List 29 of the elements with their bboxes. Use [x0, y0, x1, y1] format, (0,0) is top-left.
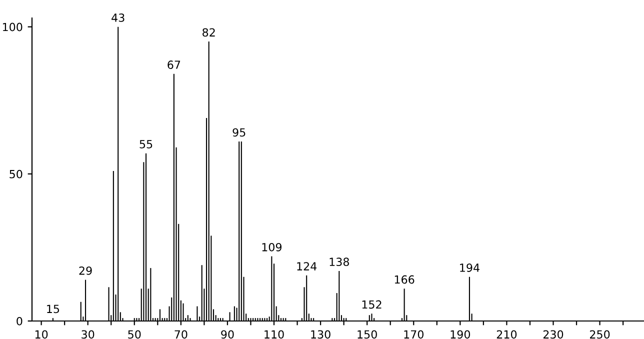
annotation: 138 — [330, 258, 350, 266]
annotation: 29 — [79, 266, 92, 275]
y-tick-label: 100 — [2, 22, 22, 32]
annotation: 55 — [140, 140, 152, 148]
x-tick-label: 230 — [543, 330, 564, 339]
x-tick-label: 250 — [590, 330, 610, 339]
x-tick-label: 30 — [82, 330, 94, 339]
annotation: 15 — [47, 304, 60, 314]
annotation: 152 — [362, 300, 382, 309]
x-tick-label: 150 — [358, 330, 377, 339]
x-tick-label: 10 — [35, 330, 48, 339]
y-tick-label: 50 — [10, 170, 22, 178]
x-tick-label: 130 — [311, 330, 330, 339]
annotation: 194 — [460, 264, 480, 272]
x-tick-label: 90 — [221, 330, 234, 339]
x-tick-label: 170 — [404, 330, 424, 339]
annotation: 67 — [168, 60, 180, 69]
y-tick-label: 0 — [16, 316, 22, 326]
annotation: 95 — [232, 128, 246, 137]
x-tick-label: 190 — [450, 330, 470, 339]
annotation: 109 — [262, 242, 282, 252]
x-tick-label: 50 — [128, 330, 141, 339]
x-tick-label: 210 — [496, 330, 517, 339]
x-tick-label: 110 — [264, 330, 284, 339]
annotation: 43 — [112, 13, 124, 22]
annotation: 124 — [297, 262, 317, 270]
x-tick-label: 70 — [174, 330, 188, 339]
annotation: 82 — [202, 28, 215, 37]
annotation: 166 — [394, 275, 414, 284]
